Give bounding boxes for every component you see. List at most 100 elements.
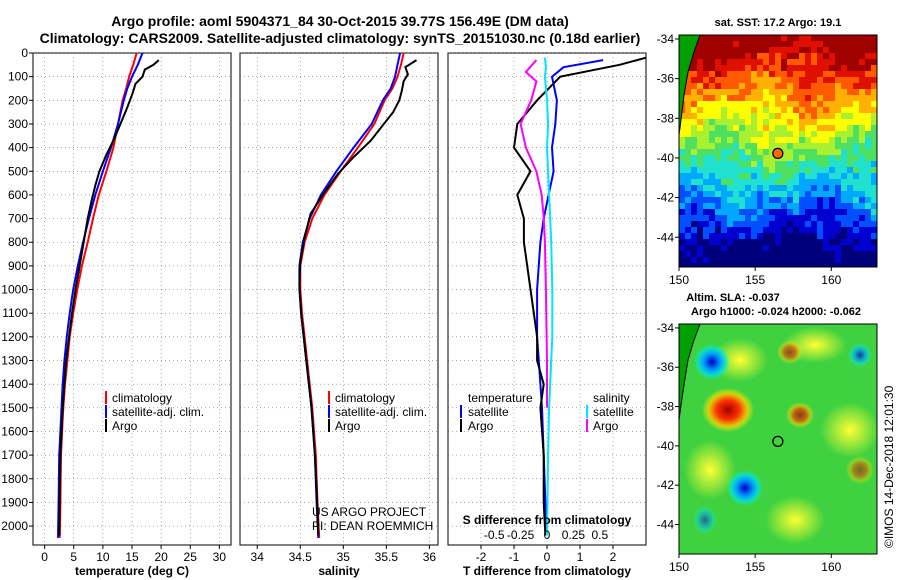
sst-cell xyxy=(733,221,739,227)
sst-cell xyxy=(709,113,715,119)
sst-cell xyxy=(733,137,739,143)
sst-cell xyxy=(781,215,787,221)
sst-cell xyxy=(799,107,805,113)
sst-cell xyxy=(751,113,757,119)
sst-cell xyxy=(823,59,829,65)
sst-cell xyxy=(763,209,769,215)
sst-cell xyxy=(697,77,703,83)
sst-cell xyxy=(763,77,769,83)
sst-cell xyxy=(715,215,721,221)
sst-cell xyxy=(787,77,793,83)
sst-cell xyxy=(679,137,685,143)
sst-cell xyxy=(817,137,823,143)
legend-climatology: climatology xyxy=(335,391,395,405)
sst-cell xyxy=(727,131,733,137)
sst-cell xyxy=(691,179,697,185)
sst-cell xyxy=(769,71,775,77)
sst-cell xyxy=(781,41,787,47)
sst-cell xyxy=(727,173,733,179)
sst-cell xyxy=(781,149,787,155)
sst-cell xyxy=(775,227,781,233)
sst-cell xyxy=(871,35,877,41)
sst-cell xyxy=(721,101,727,107)
sst-cell xyxy=(751,257,757,263)
sst-cell xyxy=(859,257,865,263)
sst-cell xyxy=(865,227,871,233)
sst-cell xyxy=(805,77,811,83)
sst-cell xyxy=(799,125,805,131)
sst-cell xyxy=(829,95,835,101)
sst-cell xyxy=(787,107,793,113)
sst-cell xyxy=(769,179,775,185)
sst-cell xyxy=(763,35,769,41)
sst-cell xyxy=(715,185,721,191)
sst-cell xyxy=(787,155,793,161)
sst-cell xyxy=(757,215,763,221)
map-y-tick-label: -44 xyxy=(657,230,675,244)
sst-cell xyxy=(805,35,811,41)
sst-cell xyxy=(859,245,865,251)
sst-cell xyxy=(865,65,871,71)
sst-cell xyxy=(871,263,877,267)
sst-cell xyxy=(745,59,751,65)
series-salinity-satellite xyxy=(543,57,554,536)
series-argo xyxy=(58,59,160,536)
sst-cell xyxy=(775,197,781,203)
sst-cell xyxy=(781,167,787,173)
sst-cell xyxy=(787,89,793,95)
map-y-tick-label: -42 xyxy=(657,478,675,492)
sst-cell xyxy=(781,221,787,227)
y-tick-label: 1700 xyxy=(1,448,28,462)
sst-cell xyxy=(715,149,721,155)
sst-cell xyxy=(769,155,775,161)
sst-cell xyxy=(769,47,775,53)
sst-cell xyxy=(703,107,709,113)
sst-cell xyxy=(853,59,859,65)
legend-salinity-title: salinity xyxy=(593,391,630,405)
sst-cell xyxy=(721,251,727,257)
sst-cell xyxy=(793,77,799,83)
sst-cell xyxy=(703,143,709,149)
sst-cell xyxy=(805,185,811,191)
sst-cell xyxy=(763,53,769,59)
sst-cell xyxy=(691,53,697,59)
sst-cell xyxy=(769,233,775,239)
sst-cell xyxy=(775,107,781,113)
sst-cell xyxy=(811,203,817,209)
sst-cell xyxy=(835,41,841,47)
sst-cell xyxy=(787,47,793,53)
sst-cell xyxy=(793,239,799,245)
salinity-grid xyxy=(240,52,438,545)
sst-cell xyxy=(829,119,835,125)
map-y-tick-label: -36 xyxy=(657,72,675,86)
sst-cell xyxy=(805,95,811,101)
sst-cell xyxy=(691,149,697,155)
sst-cell xyxy=(811,143,817,149)
sst-cell xyxy=(703,191,709,197)
sst-cell xyxy=(715,107,721,113)
sst-cell xyxy=(841,203,847,209)
sst-cell xyxy=(769,227,775,233)
y-tick-label: 800 xyxy=(8,235,28,249)
sst-cell xyxy=(871,179,877,185)
sst-cell xyxy=(763,251,769,257)
sst-cell xyxy=(835,155,841,161)
sst-cell xyxy=(799,47,805,53)
sst-cell xyxy=(739,215,745,221)
sst-cell xyxy=(751,221,757,227)
sst-cell xyxy=(727,197,733,203)
sst-cell xyxy=(769,239,775,245)
sst-cell xyxy=(865,203,871,209)
sst-cell xyxy=(787,215,793,221)
sst-cell xyxy=(805,143,811,149)
sst-cell xyxy=(859,59,865,65)
sst-cell xyxy=(811,71,817,77)
sst-cell xyxy=(799,233,805,239)
sst-cell xyxy=(805,239,811,245)
sst-cell xyxy=(691,263,697,267)
sst-cell xyxy=(685,173,691,179)
sst-cell xyxy=(817,125,823,131)
sst-cell xyxy=(751,107,757,113)
sst-cell xyxy=(805,47,811,53)
sst-cell xyxy=(799,167,805,173)
